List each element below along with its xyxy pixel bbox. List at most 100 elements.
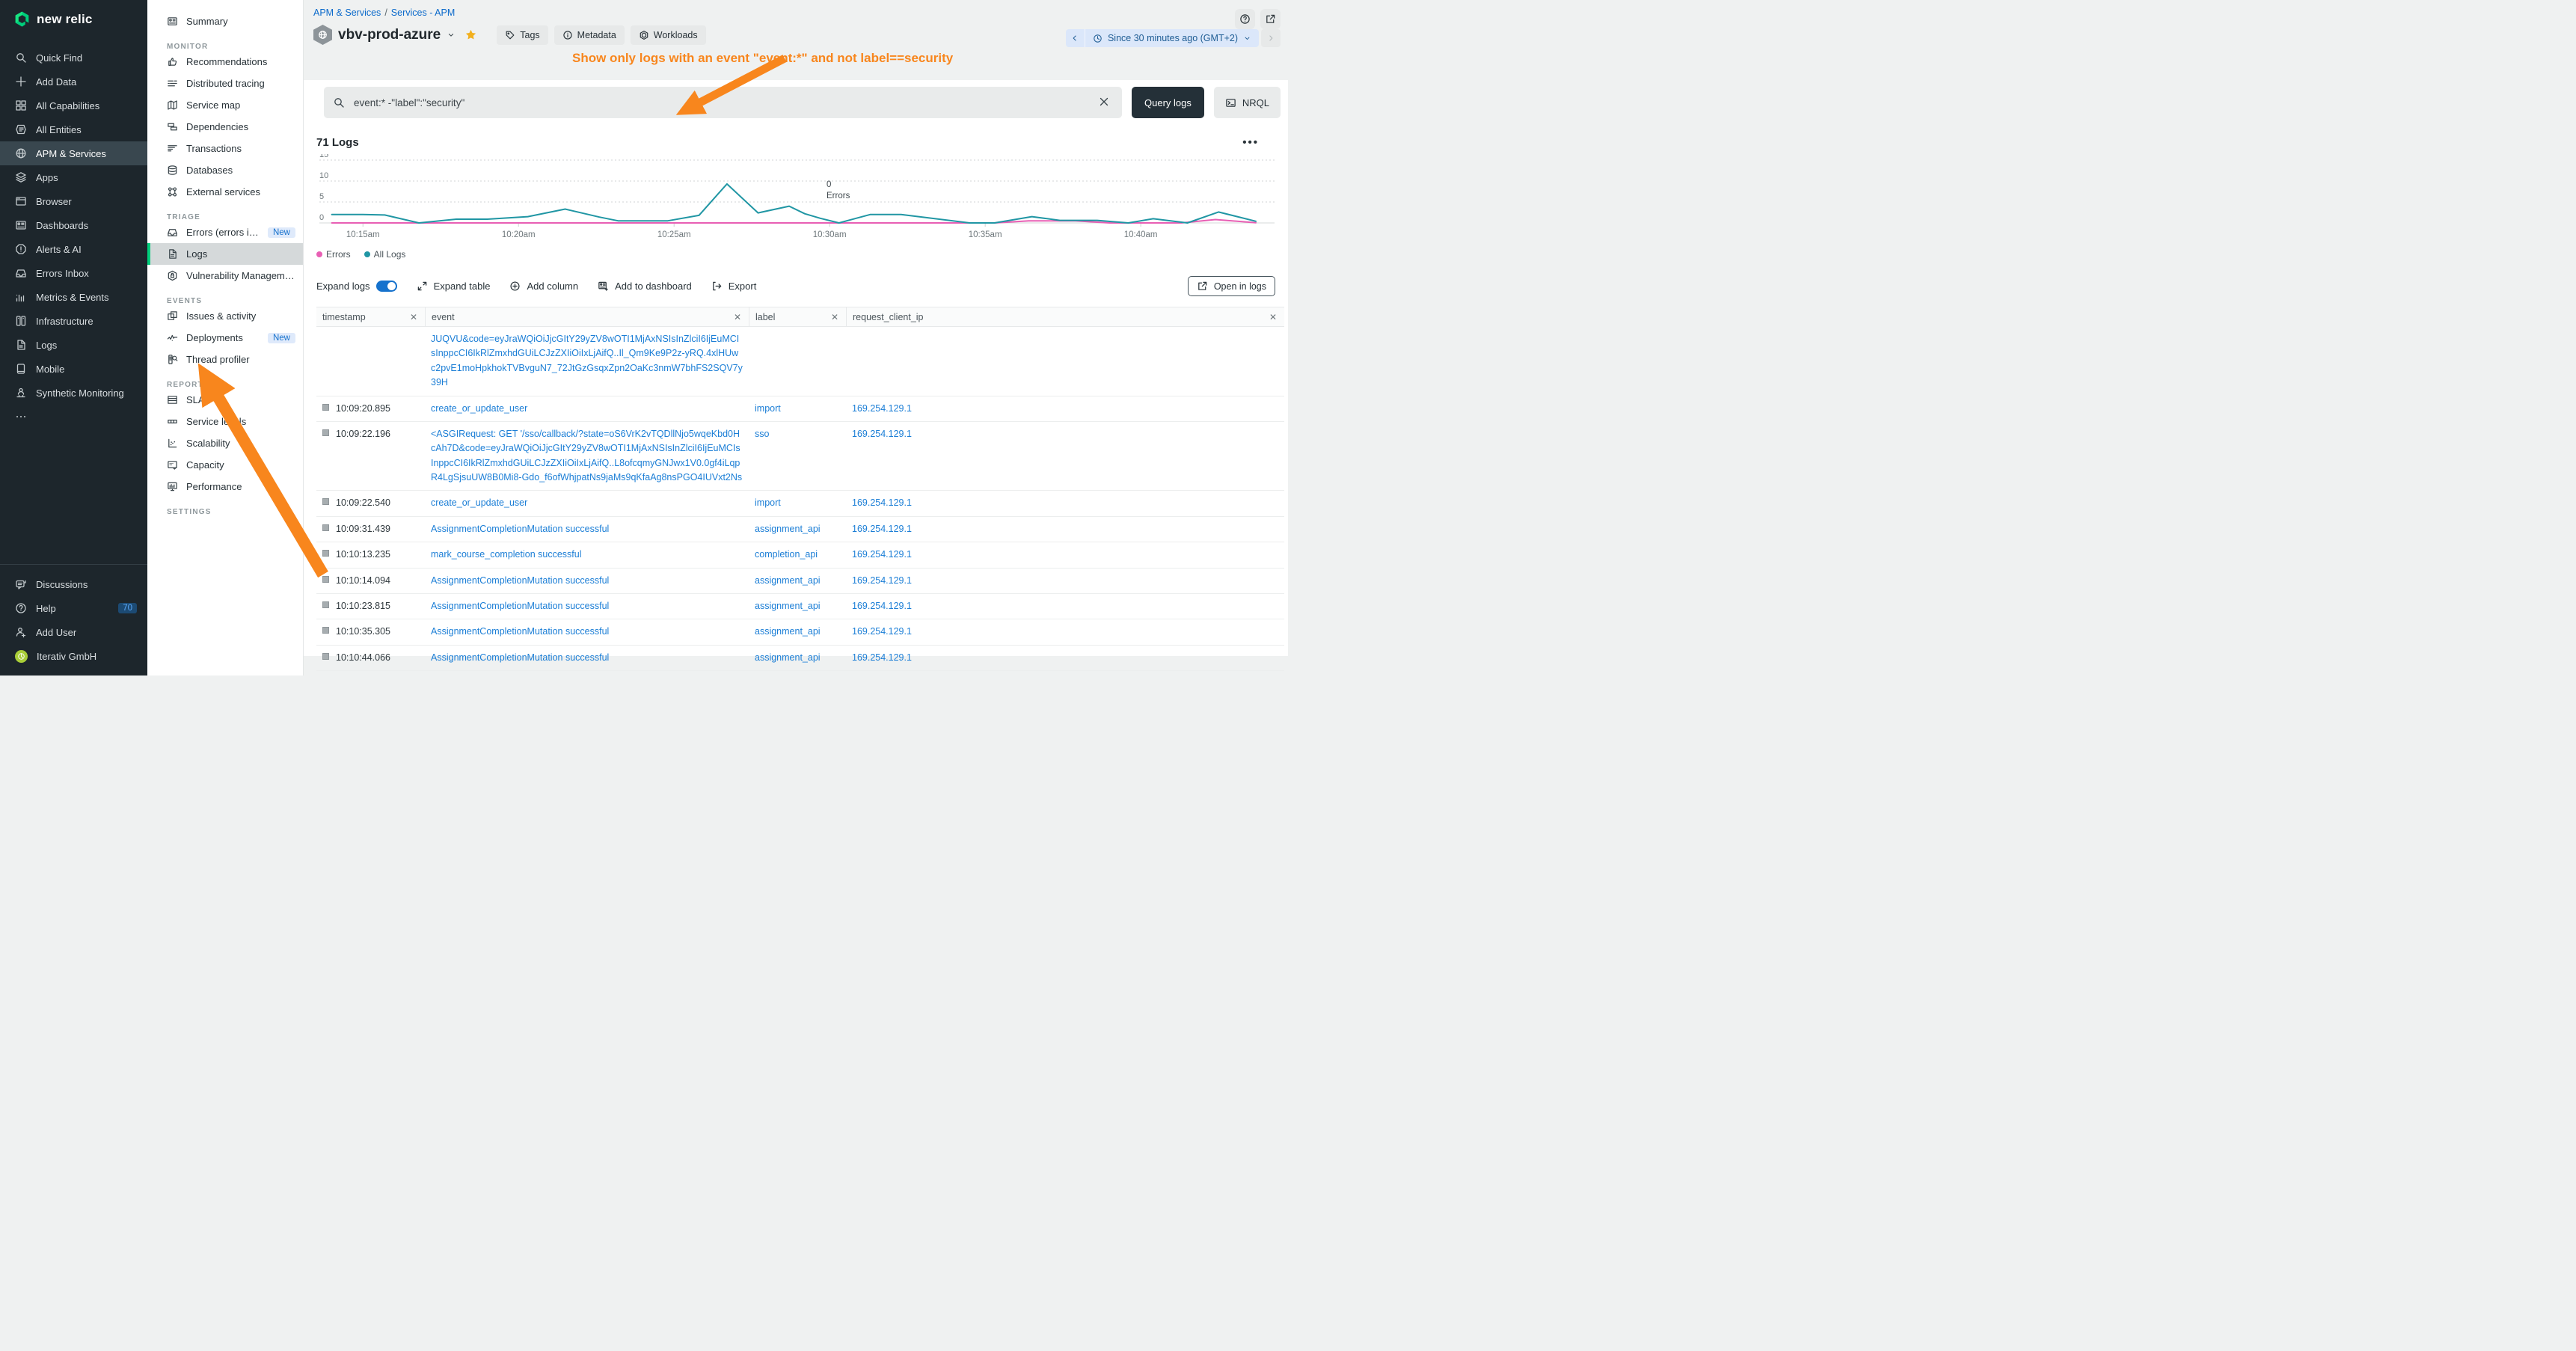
nav-logs[interactable]: Logs xyxy=(0,333,147,357)
log-ip-link[interactable]: 169.254.129.1 xyxy=(852,428,912,439)
nav-account[interactable]: Iterativ GmbH xyxy=(0,644,147,668)
nav-errors-inbox[interactable]: Errors Inbox xyxy=(0,261,147,285)
panel-menu-button[interactable]: ••• xyxy=(1238,135,1263,150)
subnav-scalability[interactable]: Scalability xyxy=(147,432,303,454)
table-row[interactable]: 10:09:20.895 create_or_update_user import 1… xyxy=(316,396,1284,422)
subnav-logs[interactable]: Logs xyxy=(147,243,303,265)
subnav-recommendations[interactable]: Recommendations xyxy=(147,51,303,73)
nav-all-capabilities[interactable]: All Capabilities xyxy=(0,94,147,117)
subnav-vulnerability-management[interactable]: Vulnerability Management xyxy=(147,265,303,287)
log-event-link[interactable]: AssignmentCompletionMutation successful xyxy=(431,523,610,534)
table-row[interactable]: 10:10:35.305 AssignmentCompletionMutation… xyxy=(316,619,1284,646)
table-row[interactable]: 10:10:44.066 AssignmentCompletionMutation… xyxy=(316,646,1284,671)
log-row-marker[interactable] xyxy=(322,652,329,660)
subnav-deployments[interactable]: Deployments New xyxy=(147,327,303,349)
subnav-databases[interactable]: Databases xyxy=(147,159,303,181)
log-event-link[interactable]: AssignmentCompletionMutation successful xyxy=(431,575,610,586)
chevron-down-icon[interactable] xyxy=(447,31,456,40)
clear-query-button[interactable] xyxy=(1095,93,1113,113)
expand-table-button[interactable]: Expand table xyxy=(417,281,490,292)
query-logs-button[interactable]: Query logs xyxy=(1132,87,1204,118)
legend-errors[interactable]: Errors xyxy=(316,249,351,260)
breadcrumb-services-apm[interactable]: Services - APM xyxy=(390,7,456,18)
nav-all-entities[interactable]: All Entities xyxy=(0,117,147,141)
table-row[interactable]: 10:10:23.815 AssignmentCompletionMutation… xyxy=(316,594,1284,620)
subnav-service-levels[interactable]: Service levels xyxy=(147,411,303,432)
table-row[interactable]: 10:10:13.235 mark_course_completion succe… xyxy=(316,542,1284,569)
log-event-link[interactable]: create_or_update_user xyxy=(431,402,528,414)
nav-browser[interactable]: Browser xyxy=(0,189,147,213)
log-row-marker[interactable] xyxy=(322,627,329,634)
time-range-button[interactable]: Since 30 minutes ago (GMT+2) xyxy=(1085,33,1259,43)
log-row-marker[interactable] xyxy=(322,601,329,608)
log-row-marker[interactable] xyxy=(322,575,329,583)
log-label-link[interactable]: assignment_api xyxy=(755,600,821,611)
log-label-link[interactable]: assignment_api xyxy=(755,523,821,534)
log-ip-link[interactable]: 169.254.129.1 xyxy=(852,600,912,611)
time-back-button[interactable] xyxy=(1066,29,1085,47)
table-row[interactable]: 10:10:49.051mark_course_completion succe… xyxy=(316,671,1284,676)
log-query-input[interactable] xyxy=(352,96,1095,109)
nav-dashboards[interactable]: Dashboards xyxy=(0,213,147,237)
nav-add-user[interactable]: Add User xyxy=(0,620,147,644)
log-row-marker[interactable] xyxy=(322,498,329,506)
table-row[interactable]: 10:09:22.196 <ASGIRequest: GET '/sso/call… xyxy=(316,422,1284,491)
log-ip-link[interactable]: 169.254.129.1 xyxy=(852,549,912,560)
nav-mobile[interactable]: Mobile xyxy=(0,357,147,381)
log-label-link[interactable]: import xyxy=(755,402,781,414)
log-ip-link[interactable]: 169.254.129.1 xyxy=(852,652,912,663)
log-event-link[interactable]: AssignmentCompletionMutation successful xyxy=(431,626,610,637)
nav-metrics-events[interactable]: Metrics & Events xyxy=(0,285,147,309)
log-event-link[interactable]: <ASGIRequest: GET '/sso/callback/?state=… xyxy=(431,428,743,482)
log-label-link[interactable]: assignment_api xyxy=(755,575,821,586)
log-label-link[interactable]: assignment_api xyxy=(755,626,821,637)
export-button[interactable]: Export xyxy=(711,281,756,292)
log-label-link[interactable]: completion_api xyxy=(755,549,818,560)
log-row-marker[interactable] xyxy=(322,524,329,531)
remove-column-label[interactable]: ✕ xyxy=(830,311,838,322)
log-ip-link[interactable]: 169.254.129.1 xyxy=(852,523,912,534)
log-label-link[interactable]: sso xyxy=(755,428,770,439)
toggle-on-icon[interactable] xyxy=(375,281,397,292)
log-event-link[interactable]: mark_course_completion successful xyxy=(431,549,582,560)
nav-alerts-ai[interactable]: Alerts & AI xyxy=(0,237,147,261)
log-row-marker[interactable] xyxy=(322,403,329,411)
log-ip-link[interactable]: 169.254.129.1 xyxy=(852,497,912,509)
legend-all-logs[interactable]: All Logs xyxy=(364,249,405,260)
nrql-button[interactable]: NRQL xyxy=(1213,87,1281,118)
subnav-summary[interactable]: Summary xyxy=(147,10,303,32)
table-row[interactable]: JUQVU&code=eyJraWQiOiJjcGItY29yZV8wOTI1M… xyxy=(316,327,1284,396)
remove-column-request-client-ip[interactable]: ✕ xyxy=(1269,311,1277,322)
log-row-marker[interactable] xyxy=(322,550,329,557)
subnav-dependencies[interactable]: Dependencies xyxy=(147,116,303,138)
nav-synthetic-monitoring[interactable]: Synthetic Monitoring xyxy=(0,381,147,405)
subnav-capacity[interactable]: Capacity xyxy=(147,454,303,476)
nav-add-data[interactable]: Add Data xyxy=(0,70,147,94)
open-in-logs-button[interactable]: Open in logs xyxy=(1187,276,1275,296)
nav-discussions[interactable]: Discussions xyxy=(0,572,147,596)
log-ip-link[interactable]: 169.254.129.1 xyxy=(852,575,912,586)
nav-quick-find[interactable]: Quick Find xyxy=(0,46,147,70)
subnav-performance[interactable]: Performance xyxy=(147,476,303,497)
nav-apps[interactable]: Apps xyxy=(0,165,147,189)
log-row-marker[interactable] xyxy=(322,429,329,436)
tags-button[interactable]: Tags xyxy=(497,25,548,45)
subnav-distributed-tracing[interactable]: Distributed tracing xyxy=(147,73,303,94)
nav-apm-services[interactable]: APM & Services xyxy=(0,141,147,165)
remove-column-timestamp[interactable]: ✕ xyxy=(409,311,417,322)
subnav-thread-profiler[interactable]: Thread profiler xyxy=(147,349,303,370)
log-event-link[interactable]: JUQVU&code=eyJraWQiOiJjcGItY29yZV8wOTI1M… xyxy=(431,334,743,388)
log-ip-link[interactable]: 169.254.129.1 xyxy=(852,402,912,414)
log-label-link[interactable]: import xyxy=(755,497,781,509)
table-row[interactable]: 10:10:14.094 AssignmentCompletionMutation… xyxy=(316,569,1284,594)
add-column-button[interactable]: Add column xyxy=(509,281,578,292)
log-event-link[interactable]: AssignmentCompletionMutation successful xyxy=(431,600,610,611)
help-button[interactable] xyxy=(1235,9,1255,29)
nav-infrastructure[interactable]: Infrastructure xyxy=(0,309,147,333)
subnav-issues-activity[interactable]: Issues & activity xyxy=(147,305,303,327)
log-event-link[interactable]: AssignmentCompletionMutation successful xyxy=(431,652,610,663)
subnav-service-map[interactable]: Service map xyxy=(147,94,303,116)
log-label-link[interactable]: assignment_api xyxy=(755,652,821,663)
copy-link-button[interactable] xyxy=(1260,9,1281,29)
log-event-link[interactable]: create_or_update_user xyxy=(431,497,528,509)
